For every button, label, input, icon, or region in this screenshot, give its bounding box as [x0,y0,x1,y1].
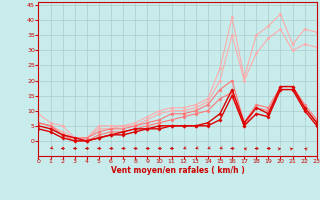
X-axis label: Vent moyen/en rafales ( km/h ): Vent moyen/en rafales ( km/h ) [111,166,244,175]
